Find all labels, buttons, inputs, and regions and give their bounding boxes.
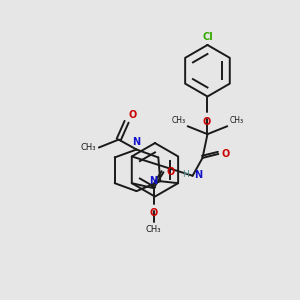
Text: O: O: [167, 167, 175, 177]
Text: N: N: [149, 176, 157, 186]
Text: N: N: [132, 136, 141, 146]
Text: O: O: [129, 110, 137, 120]
Text: CH₃: CH₃: [229, 116, 243, 125]
Text: O: O: [202, 117, 211, 127]
Text: CH₃: CH₃: [146, 225, 161, 234]
Text: Cl: Cl: [202, 32, 213, 42]
Text: CH₃: CH₃: [80, 143, 96, 152]
Text: O: O: [149, 208, 158, 218]
Text: O: O: [221, 149, 230, 159]
Text: H: H: [182, 170, 189, 179]
Text: N: N: [195, 170, 203, 180]
Text: CH₃: CH₃: [172, 116, 186, 125]
